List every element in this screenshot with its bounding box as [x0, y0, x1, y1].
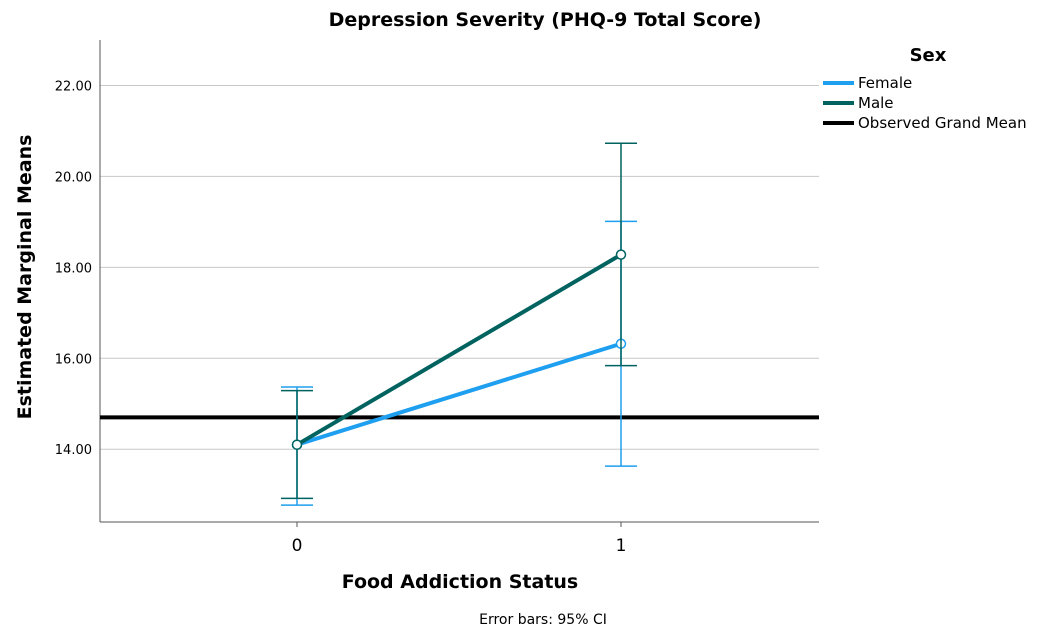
series-line-male — [295, 252, 623, 447]
y-tick-labels: 14.00 16.00 18.00 20.00 22.00 — [55, 79, 92, 458]
data-point — [615, 249, 627, 260]
series-line-female — [296, 341, 622, 447]
legend: Sex Female Male Observed Grand Mean — [823, 45, 1027, 132]
y-tick-label: 18.00 — [55, 261, 92, 276]
y-tick-label: 16.00 — [55, 352, 92, 367]
data-point — [291, 439, 303, 450]
footnote: Error bars: 95% CI — [479, 612, 607, 628]
y-axis-title: Estimated Marginal Means — [14, 135, 36, 420]
legend-title: Sex — [910, 45, 947, 66]
y-tick-label: 20.00 — [55, 170, 92, 185]
series-group — [281, 142, 637, 506]
x-tick-label: 1 — [616, 536, 627, 556]
y-tick-label: 14.00 — [55, 443, 92, 458]
gridlines — [100, 84, 819, 450]
axes — [99, 40, 819, 523]
x-axis-title: Food Addiction Status — [342, 571, 579, 593]
series-female — [281, 220, 637, 506]
legend-label: Female — [858, 74, 912, 92]
chart-title: Depression Severity (PHQ-9 Total Score) — [329, 9, 762, 31]
y-tick-label: 22.00 — [55, 79, 92, 94]
legend-label: Observed Grand Mean — [858, 114, 1027, 132]
series-male — [281, 142, 637, 500]
x-tick-label: 0 — [292, 536, 303, 556]
legend-label: Male — [858, 94, 894, 112]
